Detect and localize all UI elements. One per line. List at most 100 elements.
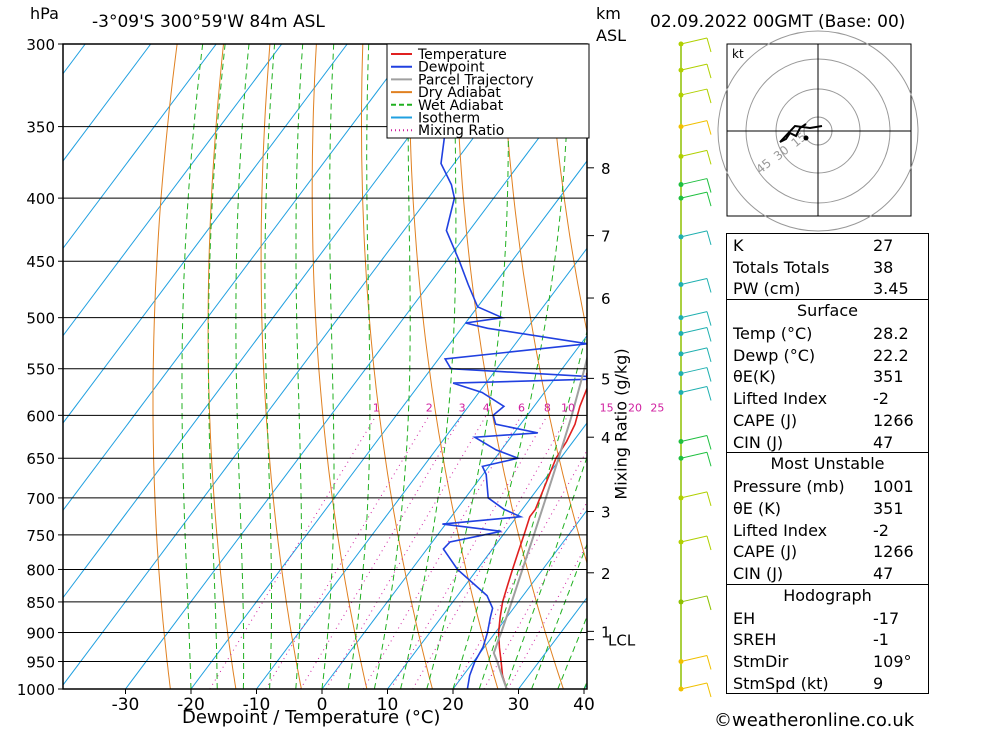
surface-value: 28.2 — [873, 324, 909, 344]
isotherm-line — [190, 160, 587, 689]
pressure-tick-label: 900 — [26, 625, 55, 643]
wind-barb-flag — [706, 37, 712, 53]
index-value: 27 — [873, 236, 894, 255]
mu-value: 47 — [873, 563, 894, 583]
mixing-ratio-line — [265, 415, 430, 689]
dry-adiabat-line — [548, 44, 587, 335]
mu-value: 351 — [873, 498, 904, 518]
pressure-tick-label: 950 — [26, 654, 55, 672]
index-label: K — [733, 236, 744, 255]
mu-label: Pressure (mb) — [733, 477, 845, 497]
wind-barb-shaft — [680, 327, 708, 334]
dry-adiabat-line — [311, 44, 368, 689]
legend-label: Isotherm — [418, 111, 480, 127]
pressure-unit-label: hPa — [30, 4, 59, 23]
mixing-ratio-label: 2 — [426, 401, 433, 414]
wind-barb-flag — [706, 88, 712, 104]
surface-title: Surface — [797, 301, 858, 321]
surface-value: 351 — [873, 367, 904, 387]
dry-adiabat-line — [920, 44, 1000, 689]
isotherm-line — [63, 44, 283, 337]
series-line-dewpoint — [440, 44, 587, 689]
dry-adiabat-line — [260, 44, 302, 689]
wind-barb-flag — [706, 347, 712, 363]
surface-value: 1266 — [873, 410, 914, 430]
temp-tick-label: -10 — [243, 695, 271, 715]
wind-barb-flag — [706, 120, 712, 135]
pressure-tick-label: 1000 — [17, 681, 55, 699]
isotherm-line — [63, 44, 545, 686]
pressure-tick-label: 800 — [26, 561, 55, 579]
pressure-tick-label: 550 — [26, 361, 55, 379]
pressure-tick-label: 600 — [26, 407, 55, 425]
index-label: Totals Totals — [733, 257, 830, 277]
most-unstable-title: Most Unstable — [770, 454, 885, 474]
dry-adiabat-line — [966, 44, 1000, 689]
wind-barb-shaft — [680, 178, 708, 186]
mixing-ratio-line — [507, 543, 587, 689]
wind-barb-flag — [706, 150, 712, 165]
dry-adiabat-line — [361, 44, 433, 689]
km-tick-label: 8 — [601, 160, 611, 178]
copyright-link[interactable]: ©weatheronline.co.uk — [714, 710, 915, 731]
isotherm-line — [256, 247, 587, 689]
wind-barb-shaft — [680, 88, 708, 96]
wet-adiabat-line — [181, 44, 204, 689]
legend-label: Dewpoint — [418, 60, 485, 76]
mixing-ratio-label: 8 — [544, 401, 551, 414]
mixing-ratio-label: 25 — [650, 401, 664, 414]
wind-barb-flag — [706, 178, 712, 193]
pressure-tick-label: 850 — [26, 594, 55, 612]
wind-barb-flag — [706, 191, 712, 207]
km-tick-label: 3 — [601, 504, 611, 522]
series-line-parcel-trajectory — [492, 354, 587, 689]
hodo-value: 109° — [873, 652, 912, 671]
wind-barb-shaft — [680, 37, 708, 45]
most-unstable-section: Most Unstable Pressure (mb) 1001 θE (K) 35… — [727, 452, 928, 583]
wet-adiabat-line — [426, 44, 509, 689]
pressure-tick-label: 400 — [26, 190, 55, 208]
pressure-tick-label: 300 — [26, 36, 55, 54]
index-row: PW (cm) 3.45 — [727, 277, 928, 299]
wind-barb-flag — [706, 435, 712, 450]
pressure-tick-label: 350 — [26, 119, 55, 137]
dry-adiabat-line — [501, 44, 587, 565]
hodograph-title: Hodograph — [783, 585, 872, 605]
wind-barb-shaft — [680, 311, 708, 319]
wind-barb-flag — [706, 595, 712, 611]
dry-adiabat-line — [152, 44, 178, 689]
pressure-tick-label: 750 — [26, 527, 55, 545]
wind-barb-flag — [706, 682, 712, 698]
wind-barb-shaft — [680, 595, 708, 603]
km-tick-label: 7 — [601, 228, 611, 246]
isotherm-line — [63, 44, 348, 424]
temp-tick-label: 10 — [377, 695, 399, 715]
km-unit-label: km — [596, 4, 621, 23]
isotherm-line — [387, 422, 587, 689]
wind-barb-shaft — [680, 655, 708, 663]
km-tick-label: 4 — [601, 429, 611, 447]
wet-adiabat-line — [557, 615, 587, 689]
surface-label: CIN (J) — [733, 432, 784, 452]
mu-value: 1001 — [873, 477, 914, 497]
temp-tick-label: -20 — [177, 695, 205, 715]
hodo-label: SREH — [733, 630, 777, 650]
pressure-tick-label: 700 — [26, 490, 55, 508]
wind-barb-flag — [706, 535, 712, 551]
wet-adiabat-line — [373, 44, 411, 689]
wind-barb-shaft — [680, 191, 708, 199]
legend-label: Temperature — [417, 47, 507, 63]
wind-barb-shaft — [680, 491, 708, 499]
indices-top-panel: K 27 Totals Totals 38 PW (cm) 3.45 Surface … — [726, 233, 929, 695]
wind-barb-shaft — [680, 278, 708, 286]
pressure-tick-label: 500 — [26, 310, 55, 328]
surface-value: -2 — [873, 389, 889, 409]
wet-adiabat-line — [321, 44, 335, 689]
legend-box — [386, 43, 590, 139]
wind-barb-flag — [706, 230, 712, 246]
isotherm-line — [63, 44, 479, 599]
mu-label: θE (K) — [733, 498, 781, 518]
hodograph-unit: kt — [732, 47, 744, 61]
